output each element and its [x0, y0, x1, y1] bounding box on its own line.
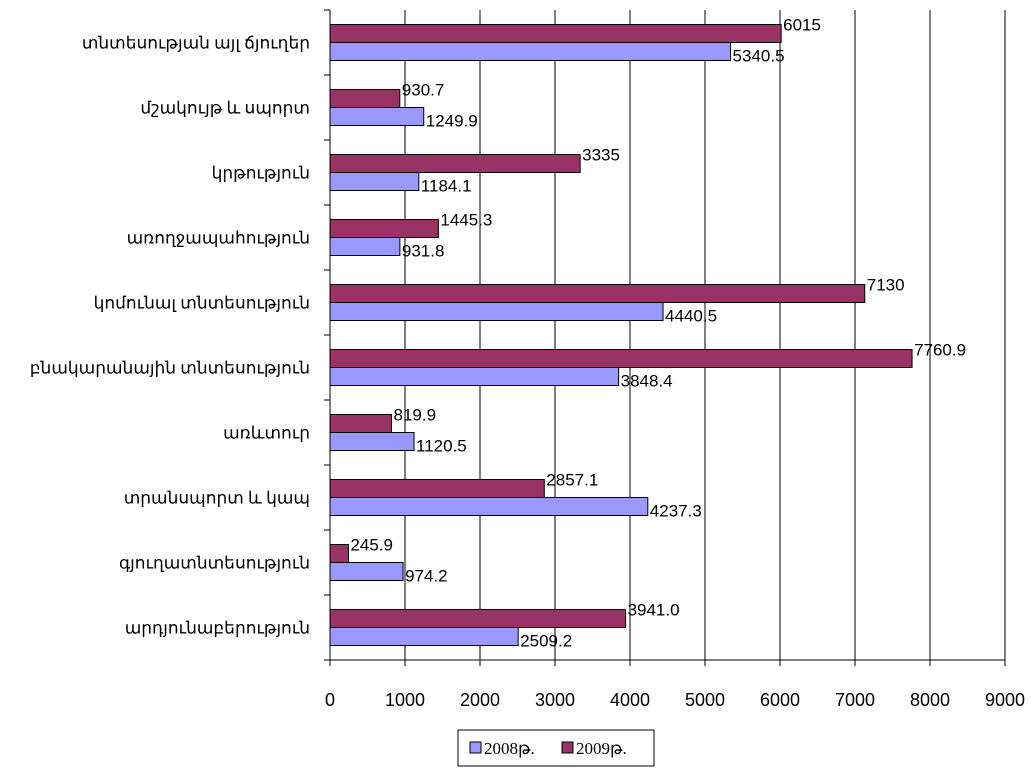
data-label-2008: 4440.5 [665, 307, 717, 326]
category-label: կոմունալ տնտեսություն [94, 294, 310, 313]
category-label: բնակարանային տնտեսություն [30, 359, 310, 378]
x-tick-label: 5000 [685, 690, 725, 710]
x-tick-label: 3000 [535, 690, 575, 710]
data-label-2009: 2857.1 [546, 471, 598, 490]
category-label: արդյունաբերություն [125, 619, 310, 638]
bar-2008 [329, 367, 620, 386]
bar-2008 [329, 42, 732, 61]
category-label: կրթություն [212, 164, 310, 183]
x-tick-label: 8000 [910, 690, 950, 710]
bar-2008 [329, 497, 649, 516]
data-label-2009: 7130 [867, 276, 905, 295]
bar-2009 [329, 349, 913, 368]
bar-2008 [329, 237, 401, 256]
x-tick-label: 7000 [835, 690, 875, 710]
x-tick-label: 0 [325, 690, 335, 710]
legend: 2008թ. 2009թ. [457, 729, 655, 767]
bar-2009 [329, 154, 581, 173]
data-label-2008: 4237.3 [650, 502, 702, 521]
data-label-2008: 2509.2 [520, 632, 572, 651]
bar-2008 [329, 107, 425, 126]
bar-2008 [329, 562, 404, 581]
legend-label-2008: 2008թ. [484, 739, 535, 758]
x-tick-label: 1000 [385, 690, 425, 710]
data-label-2009: 7760.9 [914, 341, 966, 360]
bar-2009 [329, 414, 392, 433]
bar-2009 [329, 284, 866, 303]
category-label: տնտեսության այլ ճյուղեր [82, 34, 310, 53]
data-label-2009: 245.9 [350, 536, 393, 555]
bar-2009 [329, 609, 627, 628]
legend-label-2009: 2009թ. [576, 739, 627, 758]
legend-swatch-2009 [561, 741, 574, 754]
gridlines [404, 10, 1006, 660]
data-label-2009: 1445.3 [440, 211, 492, 230]
bar-2008 [329, 172, 420, 191]
category-label: առևտուր [223, 424, 310, 443]
bar-2009 [329, 219, 439, 238]
data-label-2008: 1184.1 [421, 177, 472, 196]
data-label-2009: 819.9 [393, 406, 436, 425]
data-label-2009: 3335 [582, 146, 620, 165]
bars [329, 24, 913, 646]
data-label-2008: 5340.5 [733, 47, 785, 66]
legend-swatch-2008 [469, 741, 482, 754]
bar-2009 [329, 479, 545, 498]
bar-2008 [329, 627, 519, 646]
data-label-2008: 3848.4 [621, 372, 673, 391]
data-label-2008: 931.8 [402, 242, 445, 261]
axes: 0 1000 2000 3000 4000 5000 6000 7000 8000 9000 արդ… [30, 9, 1025, 710]
x-tick-label: 4000 [610, 690, 650, 710]
bar-2008 [329, 302, 664, 321]
category-label: մշակույթ և սպորտ [140, 99, 310, 118]
bar-2009 [329, 24, 782, 43]
category-label: գյուղատնտեսություն [119, 554, 310, 573]
category-label: առողջապահություն [127, 229, 310, 248]
x-tick-label: 9000 [985, 690, 1025, 710]
category-label: տրանսպորտ և կապ [124, 489, 310, 508]
legend-box [457, 729, 655, 767]
x-tick-label: 2000 [460, 690, 500, 710]
bar-2008 [329, 432, 415, 451]
x-tick-label: 6000 [760, 690, 800, 710]
data-label-2008: 1249.9 [426, 112, 478, 131]
bar-2009 [329, 89, 401, 108]
data-label-2008: 1120.5 [416, 437, 467, 456]
data-label-2009: 6015 [783, 16, 821, 35]
data-label-2009: 3941.0 [628, 601, 680, 620]
value-labels: 3941.0 2509.2 245.9 974.2 2857.1 4237.3 819.9 1… [350, 16, 966, 651]
bar-2009 [329, 544, 349, 563]
data-label-2008: 974.2 [405, 567, 448, 586]
data-label-2009: 930.7 [402, 81, 445, 100]
